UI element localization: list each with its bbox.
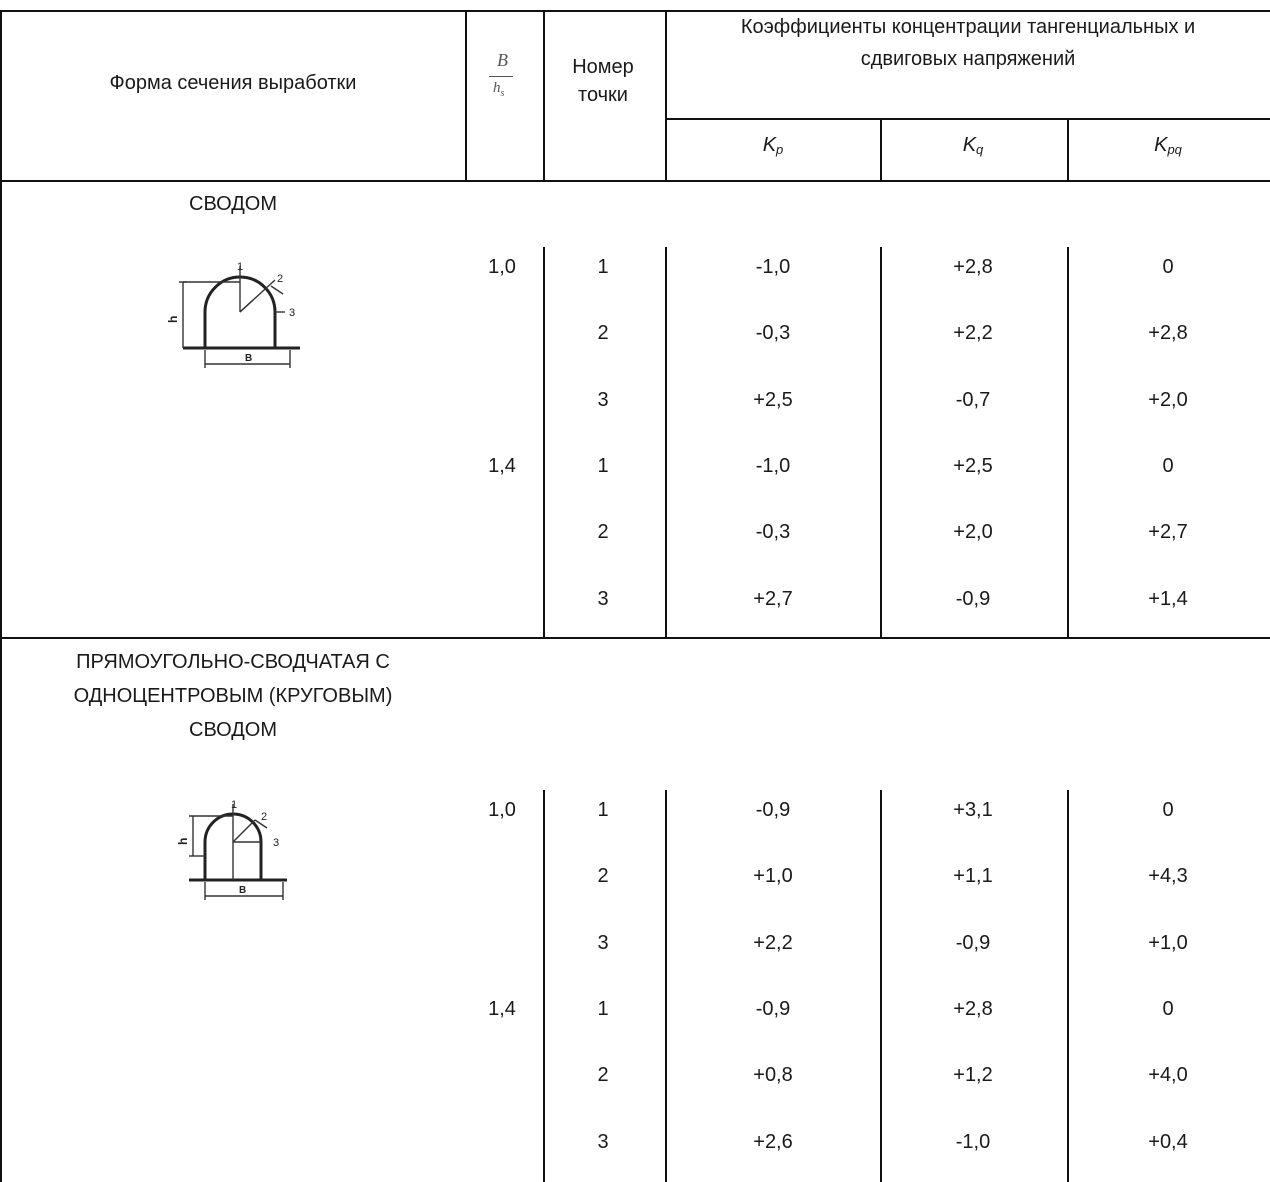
circular-vault-section-figure: B h 1 2 3 (176, 800, 287, 900)
table-left-border (0, 10, 2, 1182)
ratio-bar (489, 76, 513, 77)
col-divider-kp (880, 790, 882, 1182)
header-coef-line2: сдвиговых напряжений (860, 48, 1076, 70)
section-divider (0, 637, 1270, 639)
figure-label-h: h (166, 316, 180, 323)
col-divider-kp (880, 247, 882, 637)
figure-point-3: 3 (273, 837, 279, 849)
col-divider-kq (1067, 790, 1069, 1182)
figure-label-b: B (245, 353, 252, 364)
figure-point-2: 2 (261, 811, 267, 823)
section-title-line: ПРЯМОУГОЛЬНО-СВОДЧАТАЯ С (76, 651, 390, 673)
table-top-rule (0, 10, 1270, 12)
col-divider-form (465, 10, 467, 180)
header-kq: Kq (962, 134, 984, 157)
ratio-numerator: B (497, 50, 508, 70)
col-divider-kp (880, 118, 882, 180)
figure-point-3: 3 (289, 307, 295, 319)
col-divider-kq (1067, 118, 1069, 180)
col-divider-ratio (543, 247, 545, 637)
col-divider-kq (1067, 247, 1069, 637)
header-kpq: Kpq (1154, 134, 1182, 157)
col-divider-point (665, 10, 667, 180)
ratio-denominator: hs (493, 80, 505, 99)
figure-point-1: 1 (237, 261, 243, 273)
col-divider-ratio (543, 10, 545, 180)
header-point-line2: точки (578, 84, 628, 106)
section-title-line: ОДНОЦЕНТРОВЫМ (КРУГОВЫМ) (73, 685, 393, 707)
header-subrule (667, 118, 1270, 120)
header-ratio: B hs (481, 50, 525, 110)
col-divider-ratio (543, 790, 545, 1182)
col-divider-point (665, 247, 667, 637)
header-kp: Kp (762, 134, 784, 157)
header-bottom-rule (0, 180, 1270, 182)
col-divider-point (665, 790, 667, 1182)
header-form: Форма сечения выработки (109, 72, 357, 94)
header-point-line1: Номер (572, 56, 634, 78)
figure-label-b: B (239, 885, 246, 896)
header-coef-line1: Коэффициенты концентрации тангенциальных… (740, 16, 1196, 38)
figure-point-1: 1 (231, 800, 237, 811)
figure-label-h: h (176, 838, 190, 845)
section-title: СВОДОМ (189, 193, 277, 215)
figure-point-2: 2 (277, 273, 283, 285)
section-title-line: СВОДОМ (189, 719, 277, 741)
vaulted-section-figure: B h 1 2 3 (166, 261, 300, 368)
